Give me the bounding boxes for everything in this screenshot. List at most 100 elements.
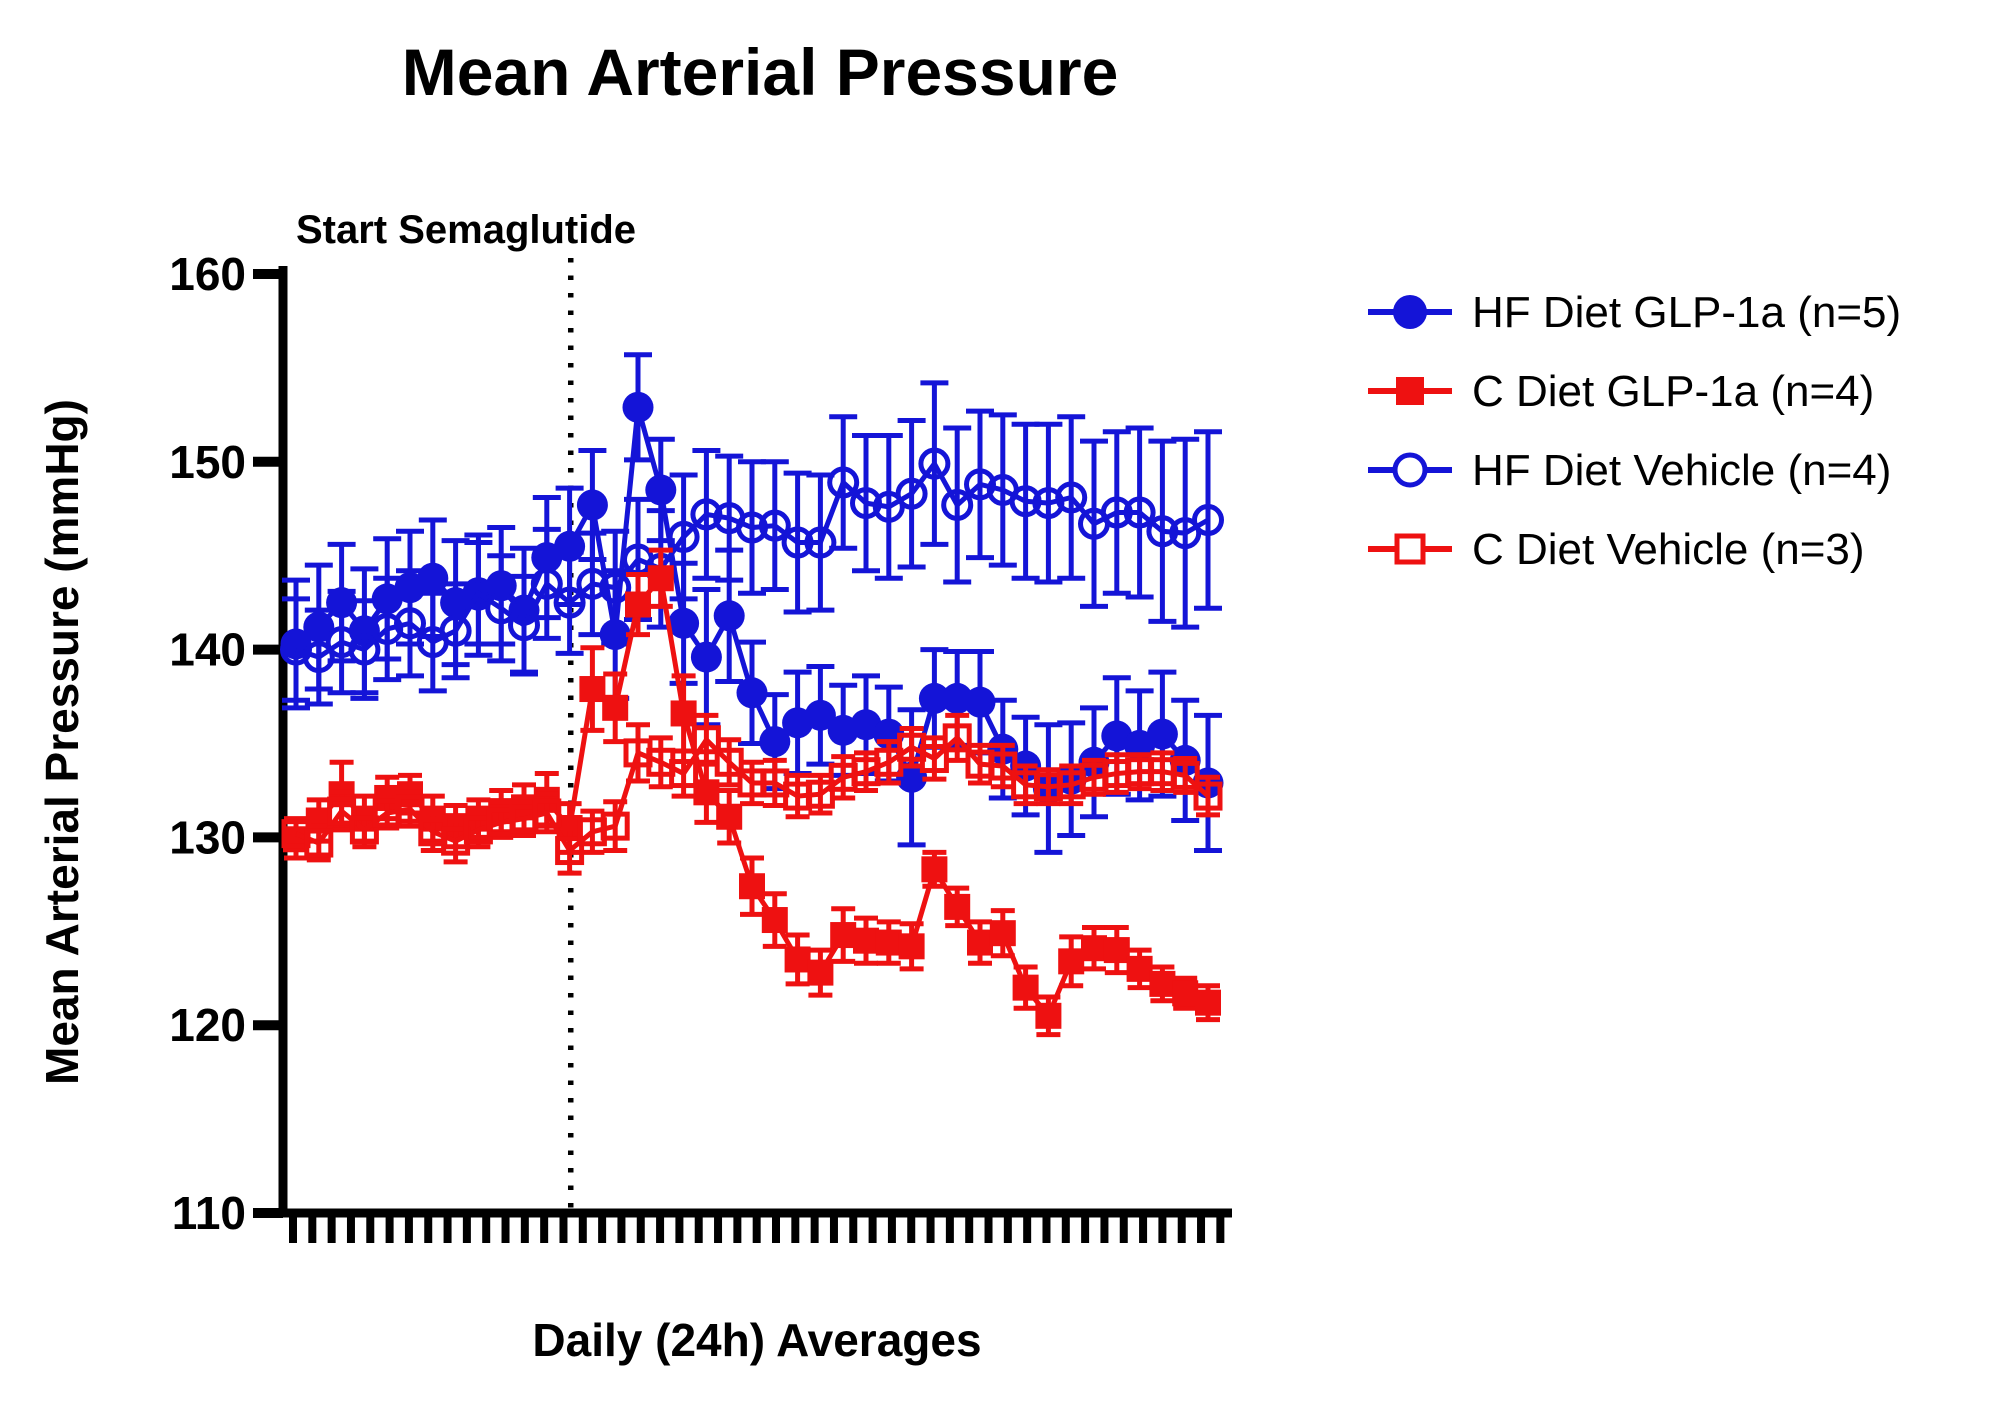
legend-marker-square-open <box>1394 533 1426 565</box>
data-point <box>553 586 586 619</box>
data-point <box>1169 517 1202 550</box>
data-point <box>1126 955 1153 982</box>
y-axis-label: Mean Arterial Pressure (mmHg) <box>36 399 88 1085</box>
data-point <box>872 490 905 523</box>
data-point <box>1009 485 1042 518</box>
data-point <box>395 794 425 824</box>
data-point <box>896 761 928 793</box>
data-point <box>941 682 973 714</box>
data-point <box>304 828 334 858</box>
data-point <box>349 815 379 845</box>
data-point <box>371 612 404 645</box>
data-point <box>532 798 562 828</box>
data-point <box>736 677 768 709</box>
data-point <box>758 509 791 542</box>
data-point <box>830 922 857 949</box>
plot-area: 160 150 140 130 120 110 <box>169 248 1232 1243</box>
data-point <box>714 747 744 777</box>
data-point <box>941 488 974 521</box>
markers-c-diet-vehicle <box>281 723 1223 866</box>
data-point <box>827 466 860 499</box>
chart-title: Mean Arterial Pressure <box>402 35 1119 109</box>
legend-label: C Diet Vehicle (n=3) <box>1472 525 1865 574</box>
series-c-diet-vehicle <box>281 712 1223 876</box>
data-point <box>1146 515 1179 548</box>
data-point <box>668 607 700 639</box>
data-point <box>807 959 834 986</box>
data-point <box>988 751 1018 781</box>
data-point <box>579 676 606 703</box>
data-point <box>417 562 449 594</box>
y-tick-label: 110 <box>172 1187 246 1239</box>
data-point <box>804 699 836 731</box>
data-point <box>647 565 674 592</box>
data-point <box>1012 974 1039 1001</box>
data-point <box>1193 781 1223 811</box>
data-point <box>669 759 699 789</box>
data-point <box>1172 980 1199 1007</box>
data-point <box>576 567 609 600</box>
data-point <box>1146 718 1178 750</box>
data-point <box>964 686 996 718</box>
y-tick-label: 150 <box>169 436 246 488</box>
data-point <box>602 694 629 721</box>
data-point <box>439 614 472 647</box>
data-point <box>1195 989 1221 1016</box>
data-point <box>1100 496 1133 529</box>
series-line-c-diet-vehicle <box>295 734 1210 855</box>
data-point <box>394 607 426 640</box>
y-tick-label: 160 <box>169 248 246 300</box>
data-point <box>919 744 949 774</box>
legend-marker-square-filled <box>1396 377 1424 405</box>
data-point <box>850 487 882 520</box>
data-point <box>690 641 722 673</box>
data-point <box>921 856 948 883</box>
data-point <box>670 700 697 727</box>
data-point <box>1103 937 1130 964</box>
data-point <box>964 468 996 501</box>
data-point <box>761 907 788 934</box>
data-point <box>781 526 814 559</box>
data-point <box>895 477 928 510</box>
data-point <box>989 920 1016 947</box>
data-point <box>645 474 677 506</box>
data-point <box>1058 948 1085 975</box>
data-point <box>739 873 765 900</box>
data-point <box>485 592 518 625</box>
legend-marker-circle-open <box>1392 452 1428 488</box>
y-tick-label: 130 <box>169 811 246 863</box>
data-point <box>1149 970 1176 997</box>
data-point <box>348 633 381 666</box>
data-point <box>874 747 904 777</box>
data-point <box>716 803 743 830</box>
data-point <box>600 811 630 841</box>
data-point <box>599 571 632 604</box>
data-point <box>804 526 837 559</box>
data-point <box>853 927 879 954</box>
legend-label: C Diet GLP-1a (n=4) <box>1472 367 1874 416</box>
data-point <box>1170 760 1200 790</box>
legend-item-hf-diet-vehicle: HF Diet Vehicle (n=4) <box>1368 446 1891 495</box>
data-point <box>898 933 925 960</box>
data-point <box>1081 935 1107 962</box>
data-point <box>1192 504 1224 537</box>
data-point <box>667 520 700 553</box>
data-point <box>690 498 723 531</box>
data-point <box>327 796 357 826</box>
data-point <box>967 929 993 956</box>
series-hf-diet-vehicle <box>280 380 1224 707</box>
data-point <box>302 641 335 674</box>
legend-item-hf-diet-glp-1a: HF Diet GLP-1a (n=5) <box>1368 288 1901 337</box>
data-point <box>576 489 608 521</box>
data-point <box>508 609 540 642</box>
data-point <box>462 577 495 610</box>
legend-label: HF Diet Vehicle (n=4) <box>1472 446 1891 495</box>
data-point <box>805 779 835 809</box>
y-tick-label: 140 <box>169 624 246 676</box>
data-point <box>944 893 971 920</box>
data-point <box>1035 1002 1062 1029</box>
data-point <box>713 600 745 632</box>
legend-label: HF Diet GLP-1a (n=5) <box>1472 288 1901 337</box>
data-point <box>555 836 585 866</box>
